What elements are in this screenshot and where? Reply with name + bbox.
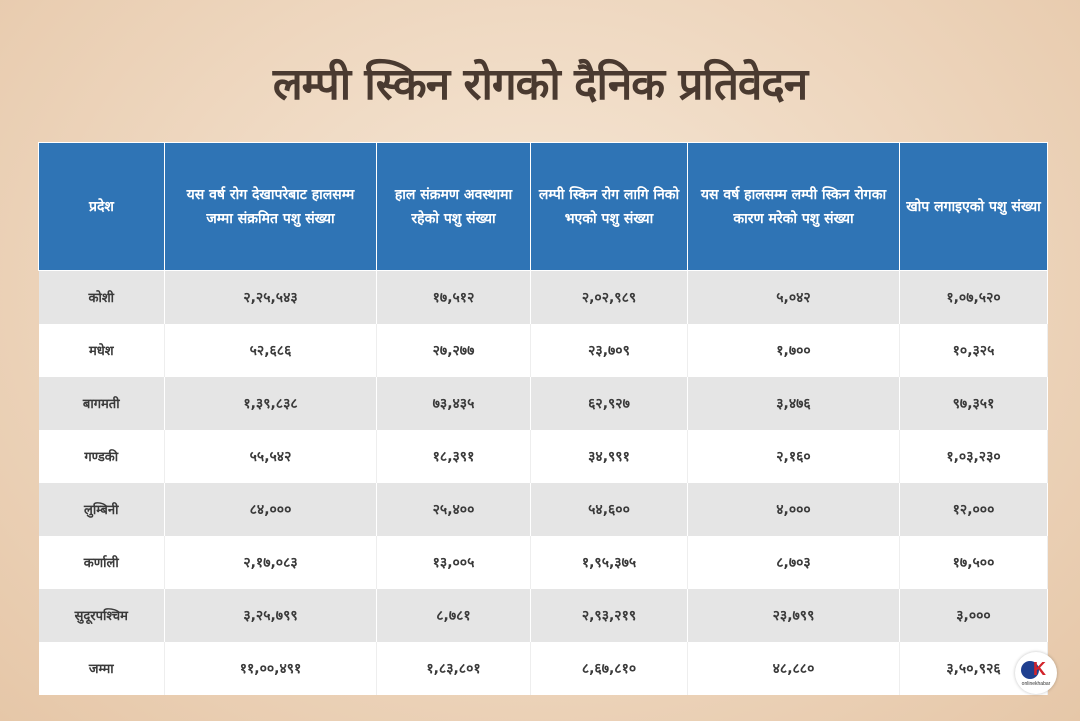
currently-infected-cell: ७३,४३५ bbox=[376, 376, 531, 430]
vaccinated-cell: ३,००० bbox=[899, 588, 1048, 642]
deaths-cell: ८,७०३ bbox=[687, 535, 900, 589]
deaths-cell: ४,००० bbox=[687, 482, 900, 536]
table-total-row: जम्मा ११,००,४९१ १,८३,८०१ ८,६७,८१० ४८,८८०… bbox=[38, 641, 1048, 695]
recovered-cell: २,९३,२१९ bbox=[530, 588, 688, 642]
currently-infected-cell: ८,७८१ bbox=[376, 588, 531, 642]
vaccinated-cell: १,०३,२३० bbox=[899, 429, 1048, 483]
deaths-cell: ३,४७६ bbox=[687, 376, 900, 430]
logo-brand-text: onlinekhabar bbox=[1021, 681, 1051, 687]
table-row: कोशी २,२५,५४३ १७,५१२ २,०२,९८९ ५,०४२ १,०७… bbox=[38, 270, 1048, 324]
currently-infected-cell: २५,४०० bbox=[376, 482, 531, 536]
column-header-deaths: यस वर्ष हालसम्म लम्पी स्किन रोगका कारण म… bbox=[687, 142, 900, 271]
deaths-cell: २,१६० bbox=[687, 429, 900, 483]
logo-o-mark bbox=[1021, 661, 1039, 679]
province-cell: बागमती bbox=[38, 376, 165, 430]
table-row: गण्डकी ५५,५४२ १८,३९१ ३४,९९१ २,१६० १,०३,२… bbox=[38, 429, 1048, 483]
table-row: सुदूरपश्चिम ३,२५,७९९ ८,७८१ २,९३,२१९ २३,७… bbox=[38, 588, 1048, 642]
province-cell: कर्णाली bbox=[38, 535, 165, 589]
total-infected-cell: ८४,००० bbox=[164, 482, 377, 536]
table-row: मधेश ५२,६८६ २७,२७७ २३,७०९ १,७०० १०,३२५ bbox=[38, 323, 1048, 377]
currently-infected-cell: १,८३,८०१ bbox=[376, 641, 531, 695]
recovered-cell: २,०२,९८९ bbox=[530, 270, 688, 324]
column-header-recovered: लम्पी स्किन रोग लागि निको भएको पशु संख्य… bbox=[530, 142, 688, 271]
province-cell: कोशी bbox=[38, 270, 165, 324]
total-infected-cell: २,२५,५४३ bbox=[164, 270, 377, 324]
vaccinated-cell: १०,३२५ bbox=[899, 323, 1048, 377]
deaths-cell: २३,७९९ bbox=[687, 588, 900, 642]
table-row: बागमती १,३९,८३८ ७३,४३५ ६२,९२७ ३,४७६ ९७,३… bbox=[38, 376, 1048, 430]
recovered-cell: ५४,६०० bbox=[530, 482, 688, 536]
column-header-province: प्रदेश bbox=[38, 142, 165, 271]
currently-infected-cell: १८,३९१ bbox=[376, 429, 531, 483]
total-infected-cell: २,१७,०८३ bbox=[164, 535, 377, 589]
currently-infected-cell: १७,५१२ bbox=[376, 270, 531, 324]
province-cell: लुम्बिनी bbox=[38, 482, 165, 536]
column-header-total-infected: यस वर्ष रोग देखापरेबाट हालसम्म जम्मा संक… bbox=[164, 142, 377, 271]
table-row: लुम्बिनी ८४,००० २५,४०० ५४,६०० ४,००० १२,०… bbox=[38, 482, 1048, 536]
province-cell: सुदूरपश्चिम bbox=[38, 588, 165, 642]
total-infected-cell: ५२,६८६ bbox=[164, 323, 377, 377]
table-row: कर्णाली २,१७,०८३ १३,००५ १,९५,३७५ ८,७०३ १… bbox=[38, 535, 1048, 589]
recovered-cell: ३४,९९१ bbox=[530, 429, 688, 483]
vaccinated-cell: १२,००० bbox=[899, 482, 1048, 536]
report-table: प्रदेश यस वर्ष रोग देखापरेबाट हालसम्म जम… bbox=[38, 142, 1048, 695]
province-cell: मधेश bbox=[38, 323, 165, 377]
column-header-vaccinated: खोप लगाइएको पशु संख्या bbox=[899, 142, 1048, 271]
deaths-cell: ५,०४२ bbox=[687, 270, 900, 324]
province-cell: गण्डकी bbox=[38, 429, 165, 483]
deaths-cell: १,७०० bbox=[687, 323, 900, 377]
total-infected-cell: ५५,५४२ bbox=[164, 429, 377, 483]
onlinekhabar-logo: K onlinekhabar bbox=[1015, 652, 1057, 694]
recovered-cell: ६२,९२७ bbox=[530, 376, 688, 430]
total-label-cell: जम्मा bbox=[38, 641, 165, 695]
table-header-row: प्रदेश यस वर्ष रोग देखापरेबाट हालसम्म जम… bbox=[38, 142, 1048, 271]
total-infected-cell: ११,००,४९१ bbox=[164, 641, 377, 695]
recovered-cell: १,९५,३७५ bbox=[530, 535, 688, 589]
column-header-currently-infected: हाल संक्रमण अवस्थामा रहेको पशु संख्या bbox=[376, 142, 531, 271]
currently-infected-cell: २७,२७७ bbox=[376, 323, 531, 377]
recovered-cell: ८,६७,८१० bbox=[530, 641, 688, 695]
vaccinated-cell: ९७,३५१ bbox=[899, 376, 1048, 430]
logo-k-mark: K bbox=[1033, 659, 1046, 679]
deaths-cell: ४८,८८० bbox=[687, 641, 900, 695]
total-infected-cell: १,३९,८३८ bbox=[164, 376, 377, 430]
vaccinated-cell: १७,५०० bbox=[899, 535, 1048, 589]
page-title: लम्पी स्किन रोगको दैनिक प्रतिवेदन bbox=[272, 59, 808, 110]
recovered-cell: २३,७०९ bbox=[530, 323, 688, 377]
currently-infected-cell: १३,००५ bbox=[376, 535, 531, 589]
total-infected-cell: ३,२५,७९९ bbox=[164, 588, 377, 642]
vaccinated-cell: १,०७,५२० bbox=[899, 270, 1048, 324]
